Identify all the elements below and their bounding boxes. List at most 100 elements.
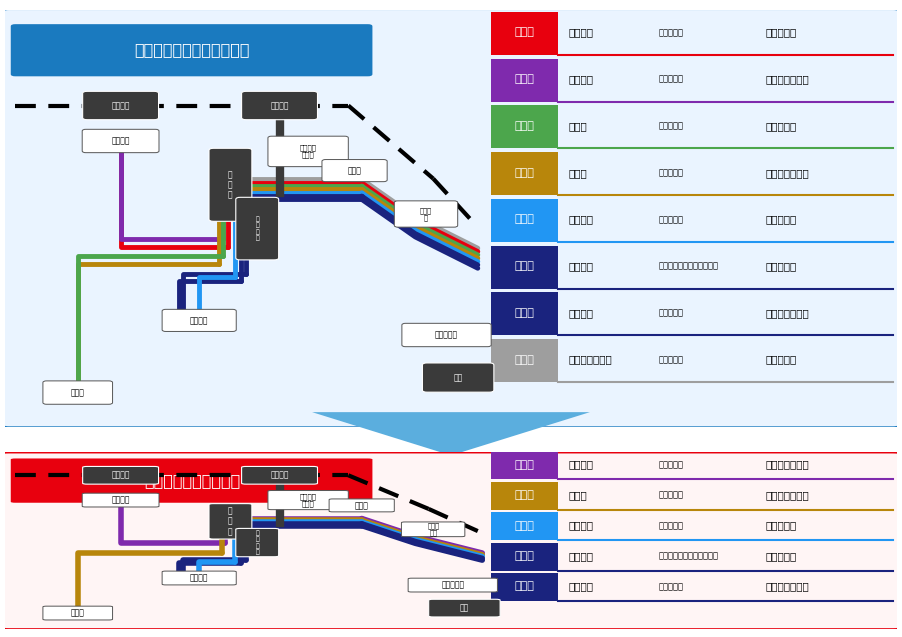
Text: 小杉駅東口: 小杉駅東口 — [765, 261, 796, 271]
Text: 江川町: 江川町 — [354, 501, 369, 510]
Text: 元
住
吉: 元 住 吉 — [228, 170, 233, 199]
Text: 令和４年２月１日から: 令和４年２月１日から — [144, 473, 240, 488]
Text: 川６６: 川６６ — [515, 520, 535, 531]
FancyBboxPatch shape — [11, 24, 373, 76]
Text: 川６７: 川６７ — [515, 355, 535, 364]
Text: 横須賀線小杉駅: 横須賀線小杉駅 — [765, 75, 809, 84]
Text: 杉０１: 杉０１ — [515, 551, 535, 561]
FancyBboxPatch shape — [11, 459, 373, 503]
Text: 新城駅前: 新城駅前 — [111, 136, 130, 145]
Text: 川崎駅西口: 川崎駅西口 — [765, 121, 796, 131]
FancyBboxPatch shape — [162, 571, 236, 585]
Text: 三
丁
目
前: 三 丁 目 前 — [255, 530, 259, 555]
Text: 新城駅前: 新城駅前 — [569, 75, 594, 84]
FancyBboxPatch shape — [401, 522, 465, 536]
Text: 川崎駅西口: 川崎駅西口 — [765, 520, 796, 531]
FancyBboxPatch shape — [242, 91, 318, 120]
Text: ～元住吉～: ～元住吉～ — [658, 582, 683, 591]
FancyBboxPatch shape — [492, 482, 558, 510]
FancyBboxPatch shape — [492, 573, 558, 601]
Text: 横須賀線
小杉駅: 横須賀線 小杉駅 — [299, 493, 317, 507]
Text: 杉０３: 杉０３ — [515, 168, 535, 178]
Text: 新城駅前: 新城駅前 — [111, 496, 130, 505]
Text: 井田病院: 井田病院 — [569, 215, 594, 224]
FancyBboxPatch shape — [43, 381, 113, 404]
Text: 新城駅前: 新城駅前 — [569, 27, 594, 38]
Text: 杉０２: 杉０２ — [515, 582, 535, 592]
FancyBboxPatch shape — [492, 12, 558, 55]
Text: 杉０２: 杉０２ — [515, 308, 535, 318]
Text: 小杉駅東口: 小杉駅東口 — [765, 551, 796, 561]
Text: 武蔵新城: 武蔵新城 — [111, 471, 130, 480]
Text: ～（中央教育センター）～: ～（中央教育センター）～ — [658, 552, 718, 561]
FancyBboxPatch shape — [268, 490, 348, 510]
FancyBboxPatch shape — [428, 599, 500, 617]
FancyBboxPatch shape — [242, 466, 318, 484]
Text: ～元住吉～: ～元住吉～ — [658, 215, 683, 224]
FancyBboxPatch shape — [394, 201, 457, 227]
Text: 横須賀線小杉駅: 横須賀線小杉駅 — [765, 582, 809, 592]
FancyBboxPatch shape — [422, 363, 494, 392]
FancyBboxPatch shape — [492, 246, 558, 289]
Text: 川崎駅西口: 川崎駅西口 — [765, 215, 796, 224]
FancyBboxPatch shape — [162, 310, 236, 331]
Text: 杉０３: 杉０３ — [515, 490, 535, 500]
Text: 杉０１: 杉０１ — [515, 261, 535, 271]
Text: ～元住吉～: ～元住吉～ — [658, 28, 683, 37]
FancyBboxPatch shape — [492, 451, 558, 479]
FancyBboxPatch shape — [2, 8, 900, 428]
FancyBboxPatch shape — [268, 136, 348, 167]
Text: 井田病院: 井田病院 — [190, 573, 208, 582]
Text: ～元住吉～: ～元住吉～ — [658, 521, 683, 530]
Text: 蟹ヶ谷: 蟹ヶ谷 — [569, 168, 587, 178]
Text: 蟹ヶ谷: 蟹ヶ谷 — [70, 608, 85, 617]
Text: 井田病院: 井田病院 — [190, 316, 208, 325]
Text: 川崎: 川崎 — [454, 373, 463, 382]
FancyBboxPatch shape — [235, 197, 279, 260]
Text: ～元住吉～: ～元住吉～ — [658, 122, 683, 131]
Text: 横須賀線小杉駅: 横須賀線小杉駅 — [569, 355, 612, 364]
Text: 横須賀線小杉駅: 横須賀線小杉駅 — [765, 308, 809, 318]
Text: 井田病院: 井田病院 — [569, 520, 594, 531]
Text: 蟹ヶ谷: 蟹ヶ谷 — [569, 121, 587, 131]
FancyBboxPatch shape — [83, 91, 159, 120]
Text: 井田病院: 井田病院 — [569, 261, 594, 271]
FancyBboxPatch shape — [83, 466, 159, 484]
Text: 半高交
差点: 半高交 差点 — [428, 522, 439, 536]
Text: 三
丁
目
前: 三 丁 目 前 — [255, 216, 259, 241]
Text: 蟹ヶ谷: 蟹ヶ谷 — [70, 388, 85, 397]
FancyBboxPatch shape — [82, 493, 159, 507]
Text: 杉０４: 杉０４ — [515, 75, 535, 84]
Text: 川６３: 川６３ — [515, 27, 535, 38]
FancyBboxPatch shape — [492, 292, 558, 335]
Text: ～元住吉～: ～元住吉～ — [658, 308, 683, 317]
FancyBboxPatch shape — [408, 578, 497, 592]
FancyBboxPatch shape — [492, 199, 558, 242]
Text: 川崎: 川崎 — [460, 604, 469, 613]
Text: 杉０４: 杉０４ — [515, 460, 535, 469]
Text: 横須賀線小杉駅: 横須賀線小杉駅 — [765, 460, 809, 469]
Text: 武蔵小杉: 武蔵小杉 — [271, 101, 289, 110]
FancyBboxPatch shape — [492, 105, 558, 148]
FancyBboxPatch shape — [402, 324, 492, 347]
Text: 川６６: 川６６ — [515, 215, 535, 224]
Text: ～令和４年１月３１日まで: ～令和４年１月３１日まで — [134, 42, 250, 57]
Text: ～江川町～: ～江川町～ — [658, 355, 683, 364]
Text: 横須賀線小杉駅: 横須賀線小杉駅 — [765, 168, 809, 178]
Text: 川崎駅西口: 川崎駅西口 — [435, 331, 458, 340]
Text: ～（中央教育センター）～: ～（中央教育センター）～ — [658, 262, 718, 271]
FancyBboxPatch shape — [2, 452, 900, 630]
Text: 横須賀線
小杉駅: 横須賀線 小杉駅 — [299, 145, 317, 158]
Text: ～元住吉～: ～元住吉～ — [658, 460, 683, 469]
Text: 川崎駅西口: 川崎駅西口 — [765, 27, 796, 38]
Text: 川崎駅西口: 川崎駅西口 — [441, 580, 465, 590]
Text: 半高校
前: 半高校 前 — [420, 207, 432, 221]
Text: ～元住吉～: ～元住吉～ — [658, 168, 683, 177]
Text: ～元住吉～: ～元住吉～ — [658, 75, 683, 83]
Text: 蟹ヶ谷: 蟹ヶ谷 — [569, 490, 587, 500]
Text: 井田病院: 井田病院 — [569, 551, 594, 561]
FancyBboxPatch shape — [492, 543, 558, 571]
FancyBboxPatch shape — [82, 129, 159, 153]
FancyBboxPatch shape — [492, 512, 558, 540]
FancyBboxPatch shape — [492, 59, 558, 102]
